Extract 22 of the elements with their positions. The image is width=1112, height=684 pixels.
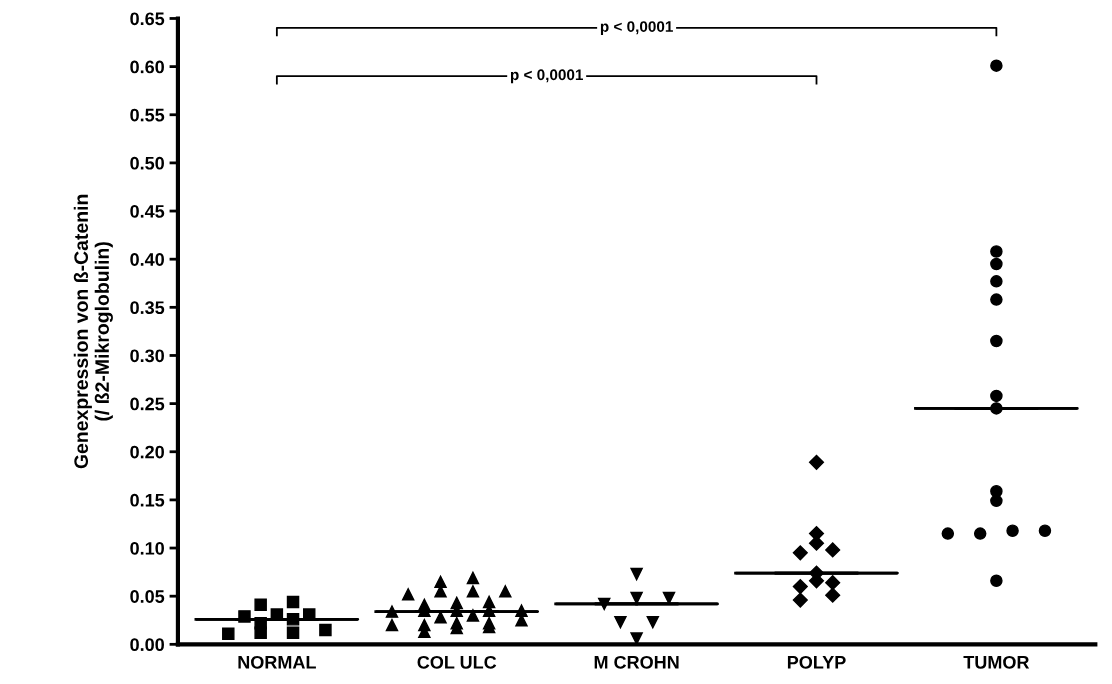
y-tick-label: 0.40 bbox=[130, 253, 164, 266]
y-tick-label: 0.65 bbox=[130, 12, 165, 26]
y-tick-label: 0.35 bbox=[130, 301, 165, 315]
y-axis-title: Genexpression von ß-Catenin (/ ß2-Mikroglobulin) bbox=[73, 194, 113, 469]
x-tick-label: COL ULC bbox=[417, 655, 497, 669]
x-tick-label: TUMOR bbox=[963, 655, 1030, 669]
y-tick-label: 0.05 bbox=[130, 590, 165, 603]
y-tick-label: 0.55 bbox=[130, 108, 165, 122]
y-tick-label: 0.25 bbox=[130, 397, 165, 411]
y-tick-label: 0.00 bbox=[130, 638, 164, 652]
annotation: p < 0,0001 bbox=[600, 21, 673, 35]
y-tick-label: 0.60 bbox=[130, 60, 164, 74]
annotation: p < 0,0001 bbox=[510, 69, 583, 84]
y-tick-label: 0.30 bbox=[130, 349, 164, 363]
x-tick-label: NORMAL bbox=[238, 655, 316, 669]
y-tick-label: 0.15 bbox=[130, 493, 165, 507]
x-tick-label: M CROHN bbox=[594, 655, 679, 669]
x-tick-label: POLYP bbox=[787, 655, 846, 669]
y-tick-label: 0.10 bbox=[130, 541, 164, 555]
y-tick-label: 0.20 bbox=[130, 445, 164, 459]
y-tick-label: 0.45 bbox=[130, 204, 165, 218]
y-tick-label: 0.50 bbox=[130, 156, 164, 170]
